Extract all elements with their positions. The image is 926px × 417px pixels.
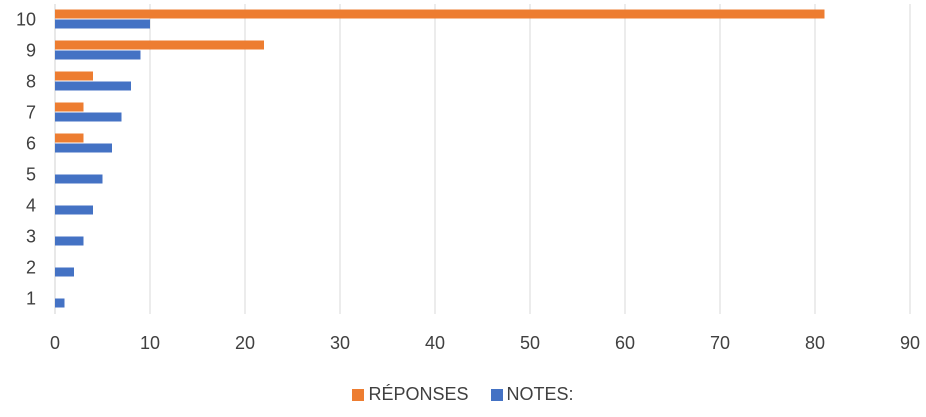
legend-label-notes: NOTES: (506, 384, 574, 404)
gridlines (54, 4, 911, 314)
bar-notes-3 (55, 236, 84, 246)
bar-notes-2 (55, 267, 74, 277)
bar-notes-1 (55, 298, 65, 308)
bar-notes-9 (55, 50, 141, 60)
y-tick-labels: 1 2 3 4 5 6 7 8 9 10 (16, 10, 36, 309)
legend-label-reponses: RÉPONSES (368, 384, 469, 404)
bar-reponses-7 (55, 102, 84, 112)
x-tick-label-70: 70 (710, 333, 730, 353)
bar-reponses-9 (55, 40, 264, 50)
y-tick-label-8: 8 (26, 72, 36, 92)
y-tick-label-7: 7 (26, 103, 36, 123)
x-tick-label-10: 10 (140, 333, 160, 353)
legend-swatch-notes (490, 388, 503, 401)
legend: RÉPONSES NOTES: (0, 384, 926, 405)
y-tick-label-2: 2 (26, 258, 36, 278)
bar-reponses-10 (55, 9, 825, 19)
legend-item-notes: NOTES: (490, 384, 574, 405)
bar-reponses-8 (55, 71, 93, 81)
x-tick-label-60: 60 (615, 333, 635, 353)
y-tick-label-1: 1 (26, 289, 36, 309)
x-tick-label-30: 30 (330, 333, 350, 353)
x-tick-label-0: 0 (50, 333, 60, 353)
y-tick-label-10: 10 (16, 10, 36, 30)
bar-reponses-6 (55, 133, 84, 143)
y-tick-label-6: 6 (26, 134, 36, 154)
bar-notes-5 (55, 174, 103, 184)
bar-notes-6 (55, 143, 112, 153)
y-tick-label-3: 3 (26, 227, 36, 247)
bar-notes-8 (55, 81, 131, 91)
y-tick-label-4: 4 (26, 196, 36, 216)
x-tick-label-80: 80 (805, 333, 825, 353)
x-tick-label-40: 40 (425, 333, 445, 353)
x-tick-label-50: 50 (520, 333, 540, 353)
legend-swatch-reponses (352, 388, 365, 401)
bar-notes-10 (55, 19, 150, 29)
legend-item-reponses: RÉPONSES (352, 384, 469, 405)
y-tick-label-5: 5 (26, 165, 36, 185)
bar-notes-4 (55, 205, 93, 215)
bar-notes-7 (55, 112, 122, 122)
y-tick-label-9: 9 (26, 41, 36, 61)
x-tick-labels: 0 10 20 30 40 50 60 70 80 90 (50, 333, 920, 353)
x-tick-label-90: 90 (900, 333, 920, 353)
x-tick-label-20: 20 (235, 333, 255, 353)
bars (55, 9, 825, 308)
